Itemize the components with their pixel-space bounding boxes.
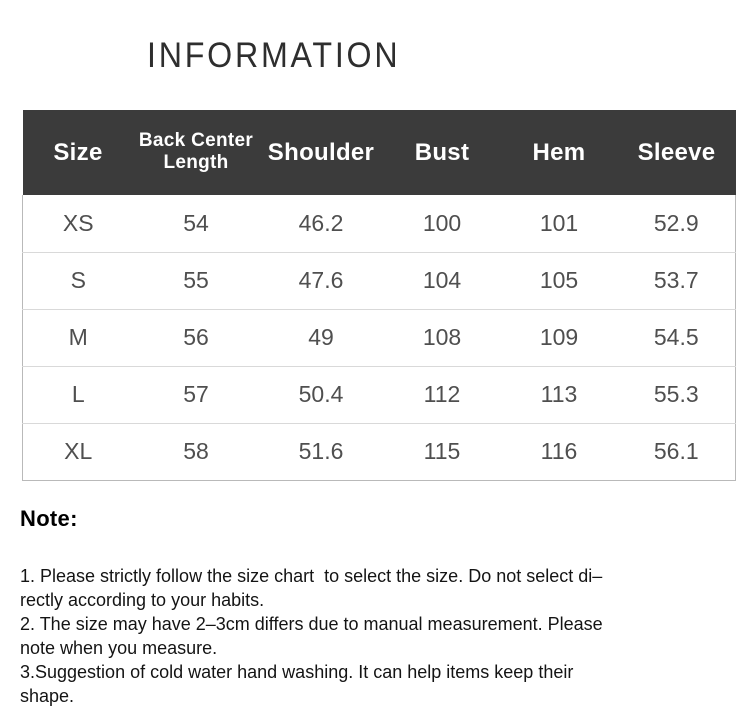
cell-size: XS — [22, 195, 134, 253]
size-table: Size Back Center Length Shoulder Bust He… — [22, 110, 736, 481]
cell-sleeve: 56.1 — [617, 423, 736, 481]
cell-back-center-length: 55 — [133, 252, 259, 310]
cell-sleeve: 54.5 — [617, 309, 736, 367]
note-line-4: note when you measure. — [20, 638, 218, 658]
note-heading: Note: — [20, 506, 78, 531]
col-header-size: Size — [22, 110, 134, 195]
cell-hem: 113 — [500, 366, 618, 424]
table-row-s: S 55 47.6 104 105 53.7 — [22, 252, 736, 310]
note-line-6: shape. — [20, 686, 75, 706]
cell-back-center-length: 57 — [133, 366, 259, 424]
table-row-xs: XS 54 46.2 100 101 52.9 — [22, 195, 736, 253]
cell-back-center-length: 58 — [133, 423, 259, 481]
cell-back-center-length: 56 — [133, 309, 259, 367]
cell-bust: 104 — [383, 252, 501, 310]
cell-bust: 112 — [383, 366, 501, 424]
col-header-bust: Bust — [383, 110, 501, 195]
page-title: INFORMATION — [147, 36, 401, 75]
col-header-back-center-length-label: Back Center Length — [138, 130, 254, 173]
note-line-2: rectly according to your habits. — [20, 590, 265, 610]
cell-sleeve: 52.9 — [617, 195, 736, 253]
col-header-back-center-length: Back Center Length — [133, 110, 259, 195]
size-table-container: Size Back Center Length Shoulder Bust He… — [22, 110, 736, 481]
cell-size: L — [22, 366, 134, 424]
note-line-1: 1. Please strictly follow the size chart… — [20, 566, 603, 586]
table-row-l: L 57 50.4 112 113 55.3 — [22, 366, 736, 424]
cell-hem: 116 — [500, 423, 618, 481]
col-header-shoulder: Shoulder — [258, 110, 384, 195]
table-header-row: Size Back Center Length Shoulder Bust He… — [22, 110, 736, 195]
col-header-sleeve: Sleeve — [617, 110, 736, 195]
cell-bust: 115 — [383, 423, 501, 481]
cell-back-center-length: 54 — [133, 195, 259, 253]
table-row-m: M 56 49 108 109 54.5 — [22, 309, 736, 367]
note-line-5: 3.Suggestion of cold water hand washing.… — [20, 662, 574, 682]
cell-size: XL — [22, 423, 134, 481]
cell-shoulder: 51.6 — [258, 423, 384, 481]
cell-hem: 105 — [500, 252, 618, 310]
cell-shoulder: 47.6 — [258, 252, 384, 310]
note-section: 1. Please strictly follow the size chart… — [20, 564, 603, 708]
note-line-3: 2. The size may have 2–3cm differs due t… — [20, 614, 603, 634]
col-header-hem: Hem — [500, 110, 618, 195]
cell-hem: 109 — [500, 309, 618, 367]
cell-hem: 101 — [500, 195, 618, 253]
cell-sleeve: 55.3 — [617, 366, 736, 424]
table-row-xl: XL 58 51.6 115 116 56.1 — [22, 423, 736, 481]
cell-size: S — [22, 252, 134, 310]
cell-shoulder: 46.2 — [258, 195, 384, 253]
cell-size: M — [22, 309, 134, 367]
cell-shoulder: 50.4 — [258, 366, 384, 424]
cell-shoulder: 49 — [258, 309, 384, 367]
cell-sleeve: 53.7 — [617, 252, 736, 310]
cell-bust: 100 — [383, 195, 501, 253]
cell-bust: 108 — [383, 309, 501, 367]
